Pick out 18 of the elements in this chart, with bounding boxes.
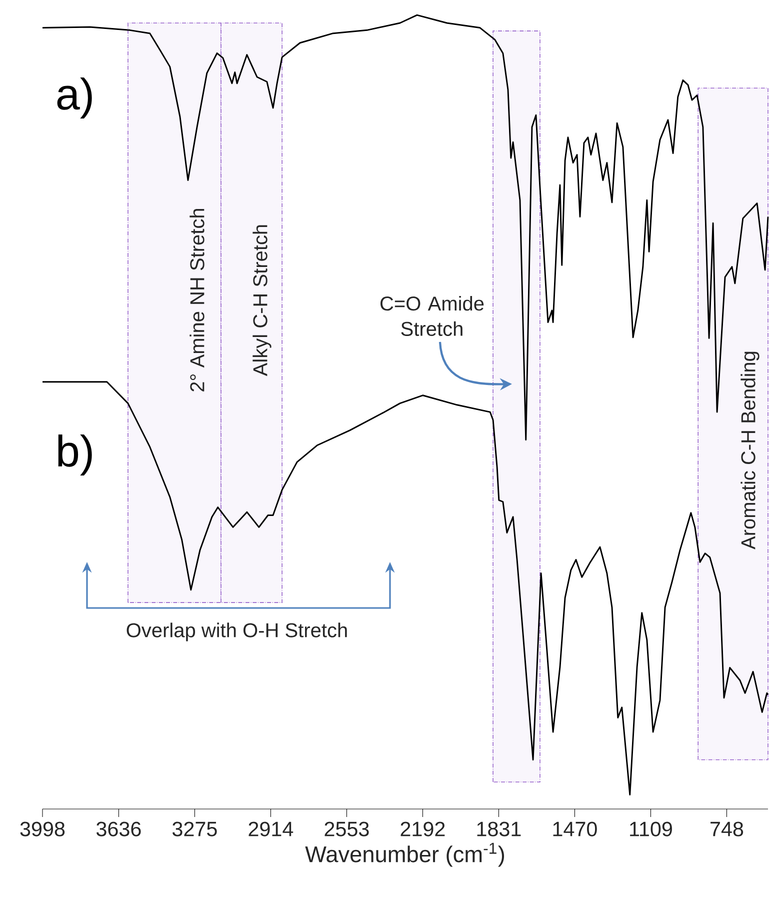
annotation: Alkyl C-H Stretch <box>252 225 272 376</box>
x-tick-label: 1109 <box>630 822 672 836</box>
annotation: Overlap with O-H Stretch <box>126 622 347 642</box>
x-tick-label: 1831 <box>477 822 521 836</box>
x-tick-label: 2914 <box>248 822 294 836</box>
series-label: b) <box>58 434 92 476</box>
x-tick-label: 1470 <box>553 822 597 836</box>
annotation: C=O Amide Stretch <box>380 296 484 336</box>
annotation: 2° Amine NH Stretch <box>190 208 204 392</box>
x-tick-label: 3636 <box>96 822 141 836</box>
series-label: a) <box>57 77 92 118</box>
x-tick-label: 3998 <box>20 822 65 836</box>
x-tick-label: 3275 <box>172 822 217 836</box>
annotation: Aromatic C-H Bending <box>740 352 760 550</box>
x-tick-label: 2553 <box>324 822 369 836</box>
x-tick-label: 748 <box>710 822 744 836</box>
x-axis-title: Wavenumber (cm$^{-1}$) <box>305 842 504 867</box>
x-tick-label: 2192 <box>400 822 445 836</box>
